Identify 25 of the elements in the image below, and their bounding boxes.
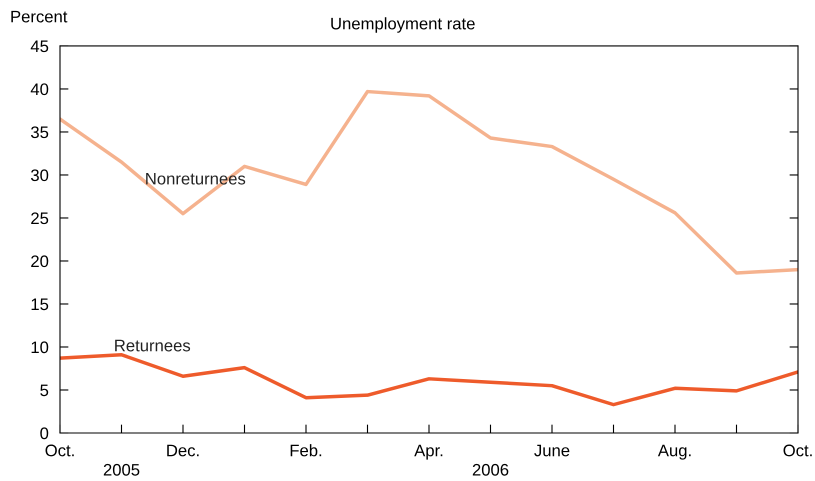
y-tick-label: 25	[31, 212, 48, 224]
y-tick-label: 45	[30, 40, 48, 52]
y-tick-label: 40	[30, 83, 48, 96]
x-tick-label: Dec.	[167, 444, 199, 456]
x-tick-label: Oct.	[784, 444, 812, 456]
y-tick-label: 0	[40, 427, 48, 440]
x-tick-label: June	[534, 444, 570, 456]
y-axis-title: Percent	[11, 10, 68, 22]
x-tick-label: Apr.	[414, 444, 442, 460]
x-tick-label: 2006	[472, 464, 508, 476]
series-label: Nonreturnees	[146, 172, 246, 185]
line-series	[60, 352, 798, 406]
series-label: Returnees	[115, 340, 190, 352]
y-tick-label: 10	[32, 341, 48, 354]
chart-title: Unemployment rate	[331, 17, 475, 33]
x-tick-label: Oct.	[46, 444, 74, 456]
line-series	[60, 90, 798, 275]
y-tick-label: 5	[40, 384, 48, 396]
y-tick-label: 30	[30, 169, 48, 182]
x-tick-label: Aug.	[658, 444, 691, 460]
y-tick-label: 15	[32, 298, 48, 310]
y-tick-label: 35	[30, 126, 48, 138]
x-tick-label: Feb.	[290, 444, 322, 456]
x-tick-label: 2005	[104, 464, 140, 476]
y-tick-label: 20	[31, 255, 48, 268]
